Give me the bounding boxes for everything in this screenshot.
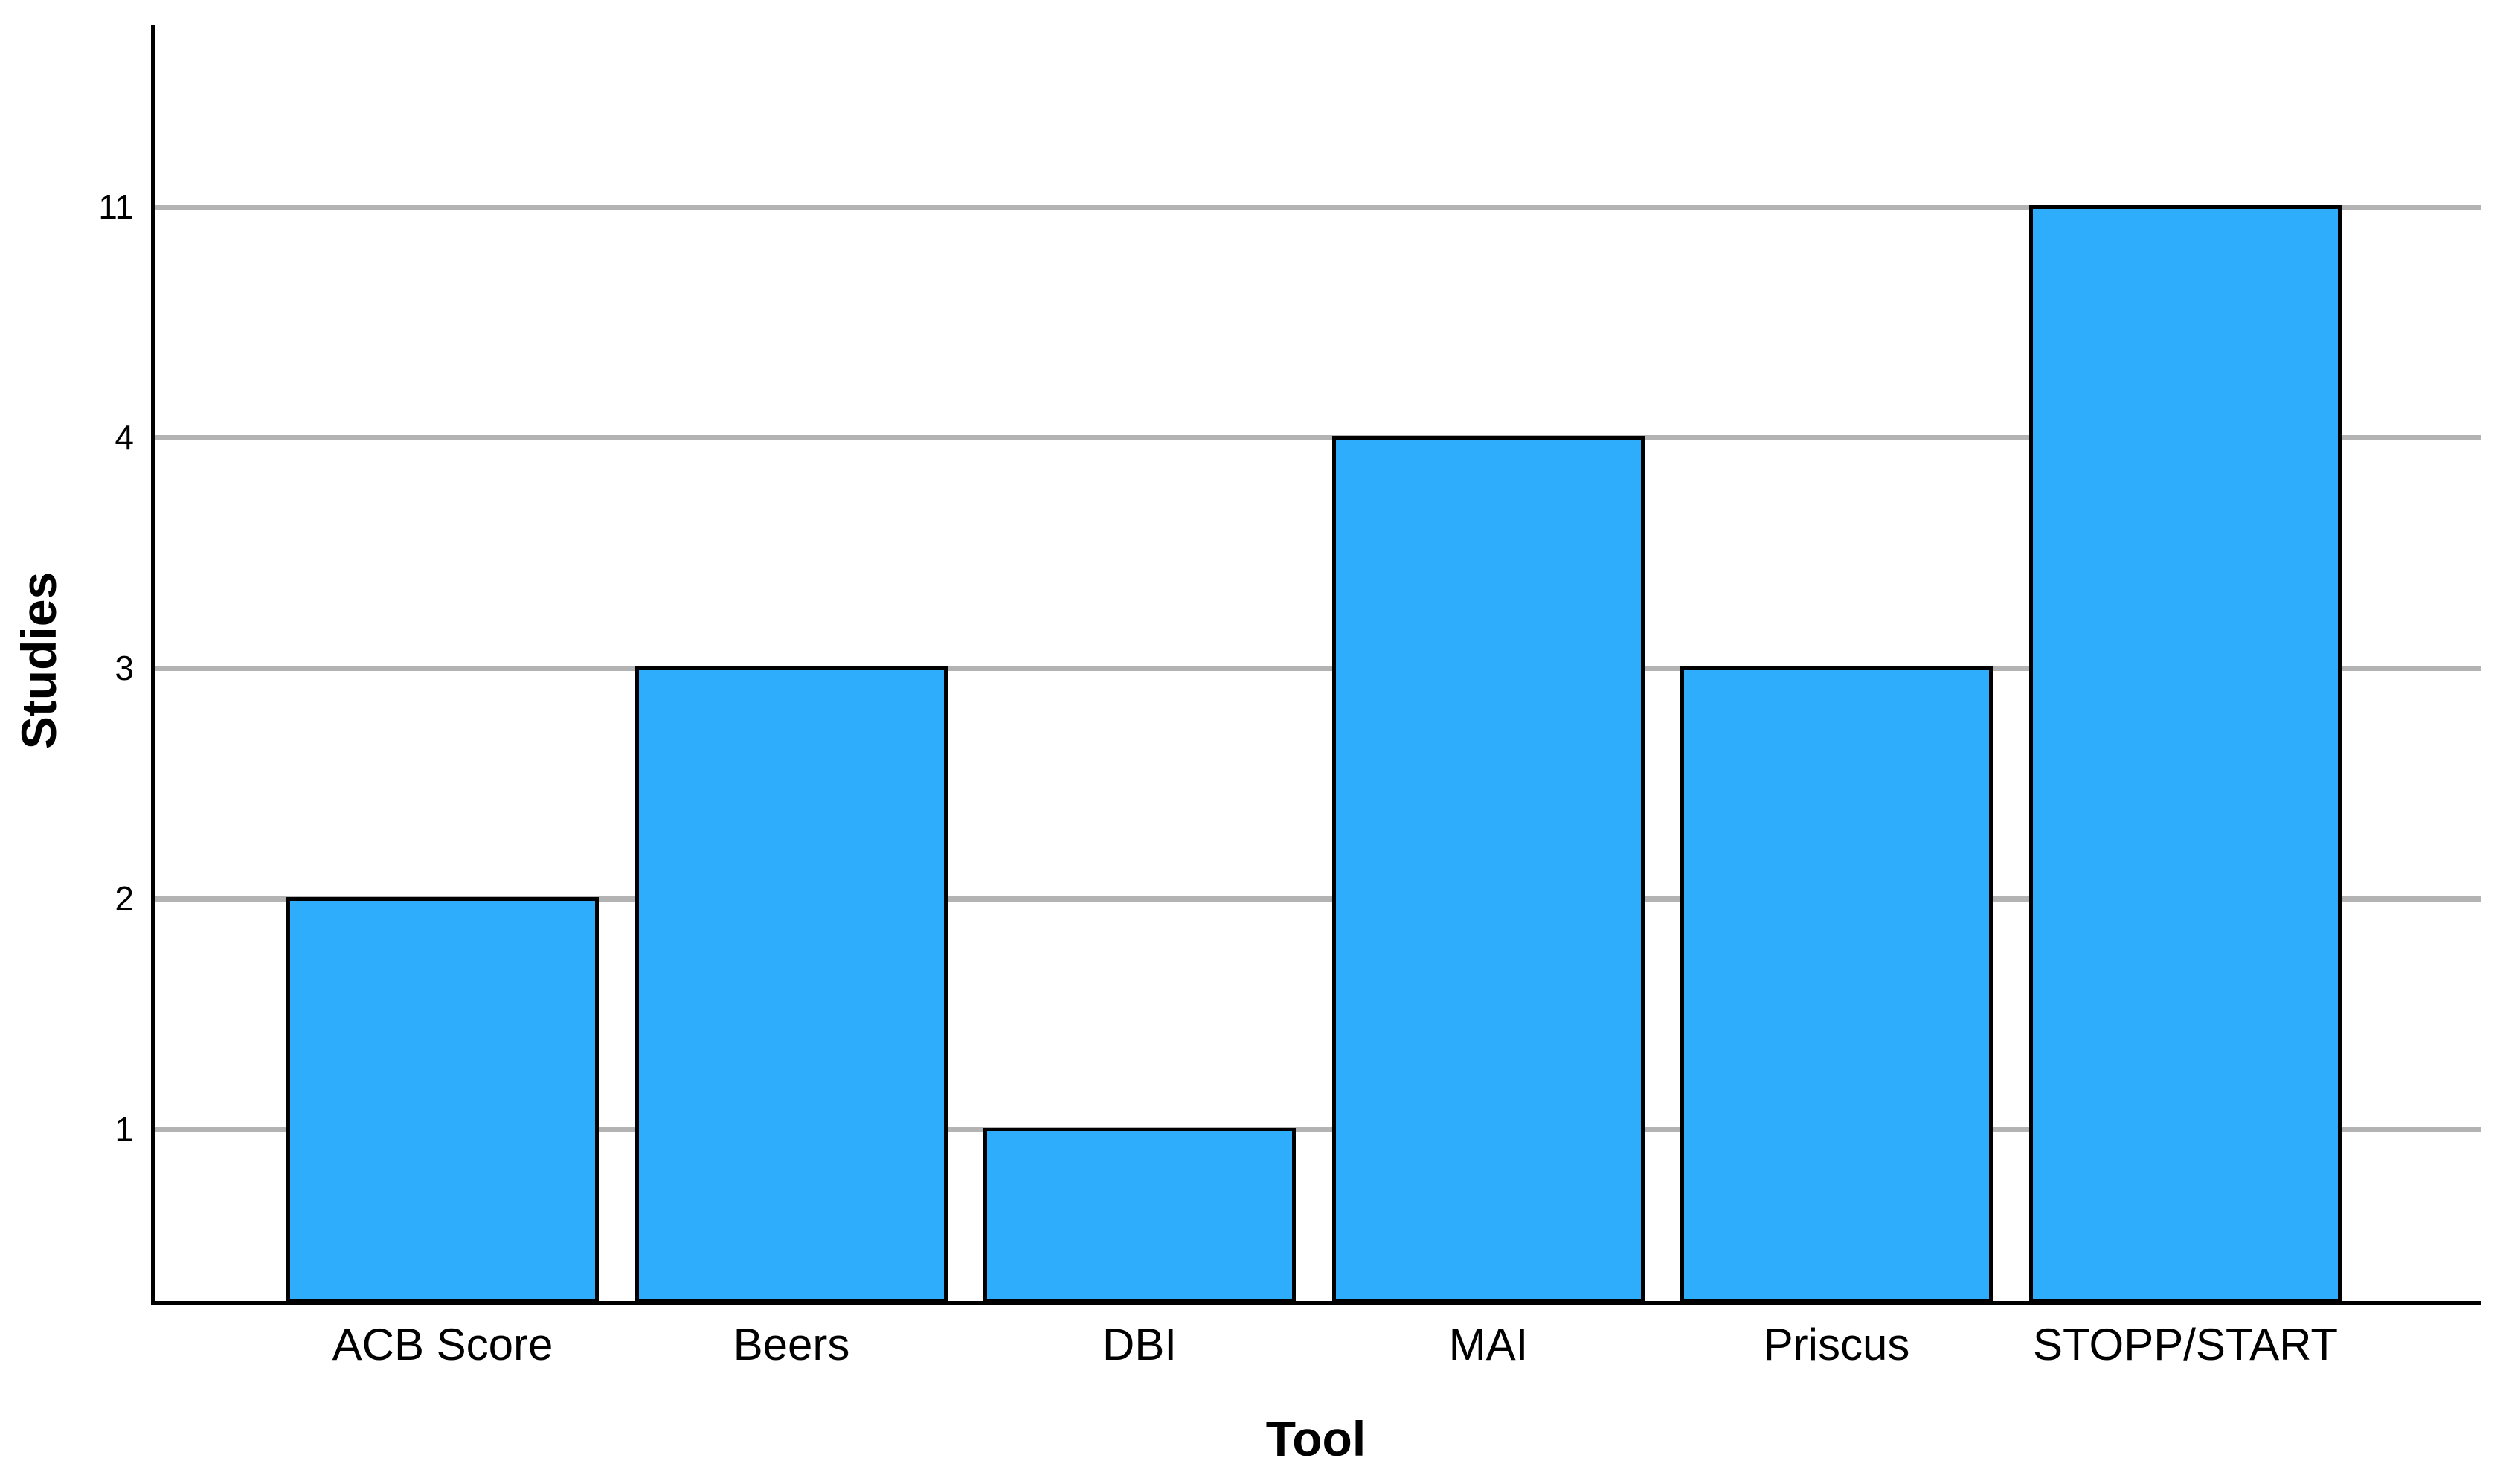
x-category-label-stopp-start: STOPP/START xyxy=(2032,1320,2339,1369)
bar-dbi xyxy=(983,1128,1296,1302)
y-tick-label-11: 11 xyxy=(98,187,134,226)
y-tick-label-4: 4 xyxy=(115,418,134,457)
y-tick-label-2: 2 xyxy=(115,879,134,918)
bar-beers xyxy=(635,666,948,1302)
gridline-y-11 xyxy=(155,205,2481,210)
x-category-label-mai: MAI xyxy=(1448,1320,1529,1369)
gridline-y-2 xyxy=(155,896,2481,902)
bar-acb-score xyxy=(286,897,599,1302)
x-category-label-acb-score: ACB Score xyxy=(332,1320,553,1369)
x-category-label-priscus: Priscus xyxy=(1763,1320,1910,1369)
bar-stopp-start xyxy=(2029,205,2342,1302)
y-tick-label-1: 1 xyxy=(115,1110,134,1149)
bar-priscus xyxy=(1680,666,1993,1302)
x-axis-title: Tool xyxy=(1265,1411,1366,1466)
x-category-label-dbi: DBI xyxy=(1102,1320,1178,1369)
gridline-y-1 xyxy=(155,1127,2481,1132)
y-axis-line xyxy=(151,25,155,1305)
gridline-y-4 xyxy=(155,435,2481,440)
gridline-y-3 xyxy=(155,666,2481,671)
x-axis-line xyxy=(151,1301,2481,1305)
y-axis-title: Studies xyxy=(11,571,66,750)
x-category-label-beers: Beers xyxy=(733,1320,850,1369)
bar-mai xyxy=(1332,436,1645,1302)
y-tick-label-3: 3 xyxy=(115,649,134,687)
